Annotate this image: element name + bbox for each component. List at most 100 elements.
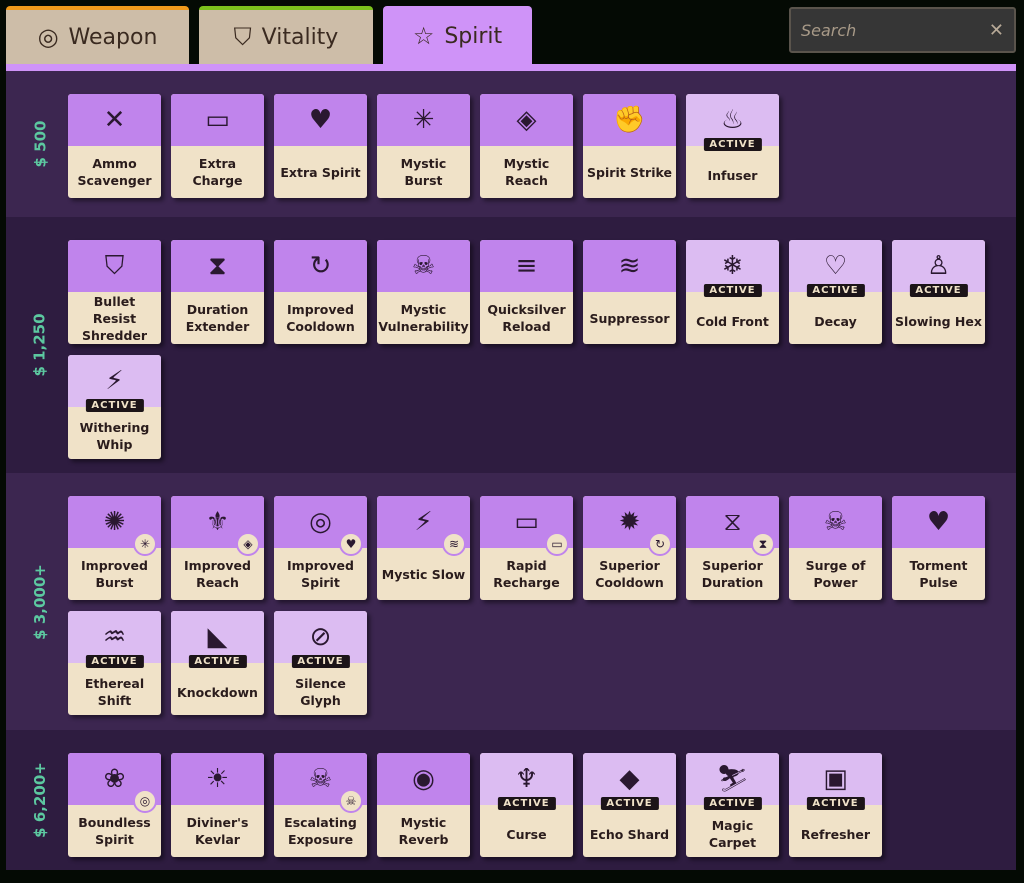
item-card[interactable]: ♥ Torment Pulse xyxy=(892,496,985,600)
item-name: Quicksilver Reload xyxy=(487,302,566,334)
item-card[interactable]: ⊘ ACTIVE Silence Glyph xyxy=(274,611,367,715)
item-card[interactable]: ◈ Mystic Reach xyxy=(480,94,573,198)
item-icon-area: ◣ xyxy=(171,611,264,663)
item-card[interactable]: ⛷ ACTIVE Magic Carpet xyxy=(686,753,779,857)
upgrade-from-badge-icon: ▭ xyxy=(545,532,569,556)
item-icon: ♥ xyxy=(308,105,333,135)
item-name: Knockdown xyxy=(177,684,258,700)
upgrade-from-badge-icon: ✳ xyxy=(133,532,157,556)
upgrade-from-badge-icon: ⧗ xyxy=(751,532,775,556)
item-card[interactable]: ▣ ACTIVE Refresher xyxy=(789,753,882,857)
item-icon: ☀ xyxy=(205,764,230,794)
item-card[interactable]: ☀ Diviner's Kevlar xyxy=(171,753,264,857)
item-icon: ▣ xyxy=(823,764,848,794)
weapon-icon: ◎ xyxy=(37,23,59,51)
item-icon-area: ♥ xyxy=(892,496,985,548)
item-name: Extra Charge xyxy=(192,156,243,188)
item-name: Mystic Vulnerability xyxy=(378,302,469,334)
item-card[interactable]: ☠ ☠ Escalating Exposure xyxy=(274,753,367,857)
tab-label: Weapon xyxy=(68,24,158,50)
item-name: Improved Reach xyxy=(184,558,251,590)
item-name: Bullet Resist Shredder xyxy=(81,293,148,343)
item-icon-area: ⚜ ◈ xyxy=(171,496,264,556)
item-name: Boundless Spirit xyxy=(78,815,151,847)
active-badge: ACTIVE xyxy=(703,797,762,810)
item-icon-area: ♒ xyxy=(68,611,161,663)
item-icon-area: ♨ xyxy=(686,94,779,146)
item-card[interactable]: ≡ Quicksilver Reload xyxy=(480,240,573,344)
tier-price: $ 500 xyxy=(20,71,60,217)
tab-label: Spirit xyxy=(444,23,503,49)
search-input[interactable] xyxy=(801,20,971,40)
item-card[interactable]: ↻ Improved Cooldown xyxy=(274,240,367,344)
clear-search-icon[interactable]: ✕ xyxy=(988,19,1004,41)
active-badge: ACTIVE xyxy=(85,399,144,412)
item-name: Superior Duration xyxy=(701,558,764,590)
item-icon-area: ⧖ ⧗ xyxy=(686,496,779,556)
item-icon-area: ☀ xyxy=(171,753,264,805)
item-card[interactable]: ⧖ ⧗ Superior Duration xyxy=(686,496,779,600)
item-card[interactable]: ▭ ▭ Rapid Recharge xyxy=(480,496,573,600)
item-card[interactable]: ✕ Ammo Scavenger xyxy=(68,94,161,198)
item-card[interactable]: ✹ ↻ Superior Cooldown xyxy=(583,496,676,600)
item-card[interactable]: ♆ ACTIVE Curse xyxy=(480,753,573,857)
item-icon: ◎ xyxy=(309,507,332,537)
item-icon-area: ⚡ ≋ xyxy=(377,496,470,556)
item-card[interactable]: ◣ ACTIVE Knockdown xyxy=(171,611,264,715)
item-name: Cold Front xyxy=(696,313,769,329)
item-card[interactable]: ❀ ◎ Boundless Spirit xyxy=(68,753,161,857)
item-card[interactable]: ⧗ Duration Extender xyxy=(171,240,264,344)
tab-weapon[interactable]: ◎ Weapon xyxy=(6,6,189,64)
item-card[interactable]: ♥ Extra Spirit xyxy=(274,94,367,198)
item-card[interactable]: ⚡ ≋ Mystic Slow xyxy=(377,496,470,600)
item-name: Spirit Strike xyxy=(587,164,672,180)
item-icon: ♙ xyxy=(926,251,951,281)
item-card[interactable]: ✊ Spirit Strike xyxy=(583,94,676,198)
upgrade-from-badge-icon: ≋ xyxy=(442,532,466,556)
shop-item-panel: $ 500 ✕ Ammo Scavenger ▭ Extra Charge ♥ Extra … xyxy=(6,64,1016,870)
item-card[interactable]: ◆ ACTIVE Echo Shard xyxy=(583,753,676,857)
item-icon: ⧖ xyxy=(723,506,742,537)
item-icon: ≋ xyxy=(618,251,641,281)
upgrade-from-badge-icon: ↻ xyxy=(648,532,672,556)
item-icon-area: ❄ xyxy=(686,240,779,292)
vitality-shield-icon: ⛉ xyxy=(233,23,252,51)
active-badge: ACTIVE xyxy=(806,284,865,297)
item-card[interactable]: ♡ ACTIVE Decay xyxy=(789,240,882,344)
item-card[interactable]: ⛉ Bullet Resist Shredder xyxy=(68,240,161,344)
tier-price: $ 6,200+ xyxy=(20,730,60,870)
item-card[interactable]: ❄ ACTIVE Cold Front xyxy=(686,240,779,344)
active-badge: ACTIVE xyxy=(703,284,762,297)
item-card[interactable]: ♨ ACTIVE Infuser xyxy=(686,94,779,198)
tier-price-label: $ 1,250 xyxy=(31,313,50,377)
item-name: Silence Glyph xyxy=(295,676,346,708)
item-icon-area: ≋ xyxy=(583,240,676,292)
item-icon: ♨ xyxy=(720,105,745,135)
item-icon-area: ✹ ↻ xyxy=(583,496,676,556)
item-card[interactable]: ✳ Mystic Burst xyxy=(377,94,470,198)
item-card[interactable]: ☠ Surge of Power xyxy=(789,496,882,600)
item-card[interactable]: ◉ Mystic Reverb xyxy=(377,753,470,857)
item-icon: ⊘ xyxy=(309,622,332,652)
item-card[interactable]: ▭ Extra Charge xyxy=(171,94,264,198)
item-card[interactable]: ☠ Mystic Vulnerability xyxy=(377,240,470,344)
item-card[interactable]: ⚡ ACTIVE Withering Whip xyxy=(68,355,161,459)
item-icon-area: ⊘ xyxy=(274,611,367,663)
item-icon: ☠ xyxy=(411,251,436,281)
item-icon: ♒ xyxy=(102,622,127,652)
item-icon-area: ✕ xyxy=(68,94,161,146)
item-icon: ❄ xyxy=(721,251,744,281)
item-card[interactable]: ⚜ ◈ Improved Reach xyxy=(171,496,264,600)
tab-vitality[interactable]: ⛉ Vitality xyxy=(199,6,373,64)
price-tier: $ 6,200+ ❀ ◎ Boundless Spirit ☀ Diviner's Kev… xyxy=(6,730,1016,870)
tier-price-label: $ 6,200+ xyxy=(31,762,49,838)
item-icon: ✳ xyxy=(412,105,435,135)
item-card[interactable]: ◎ ♥ Improved Spirit xyxy=(274,496,367,600)
item-name: Curse xyxy=(506,826,547,842)
item-icon-area: ☠ ☠ xyxy=(274,753,367,813)
tab-spirit[interactable]: ☆ Spirit xyxy=(383,6,532,66)
item-card[interactable]: ♙ ACTIVE Slowing Hex xyxy=(892,240,985,344)
item-card[interactable]: ✺ ✳ Improved Burst xyxy=(68,496,161,600)
item-card[interactable]: ≋ Suppressor xyxy=(583,240,676,344)
item-card[interactable]: ♒ ACTIVE Ethereal Shift xyxy=(68,611,161,715)
